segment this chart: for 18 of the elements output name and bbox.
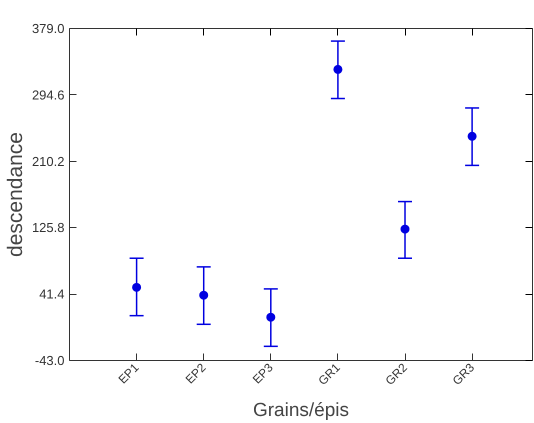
y-tick-label: 379.0 <box>32 21 65 36</box>
point <box>400 224 410 234</box>
x-tick-label: EP1 <box>116 360 142 386</box>
point <box>266 312 276 322</box>
y-tick-label: 294.6 <box>32 87 65 102</box>
x-tick-label: EP3 <box>250 360 276 386</box>
point <box>333 64 342 74</box>
y-tick-label: 41.4 <box>39 286 65 302</box>
y-axis-title: descendance <box>4 132 27 257</box>
point <box>132 282 142 292</box>
x-axis-title: Grains/épis <box>252 400 350 421</box>
x-tick-label: EP2 <box>182 360 209 386</box>
y-tick-label: 125.8 <box>32 220 65 236</box>
x-tick-label: GR1 <box>316 360 344 388</box>
point <box>199 290 208 300</box>
y-tick-label: -43.0 <box>34 353 65 368</box>
point <box>468 132 477 141</box>
y-tick-label: 210.2 <box>32 154 65 169</box>
